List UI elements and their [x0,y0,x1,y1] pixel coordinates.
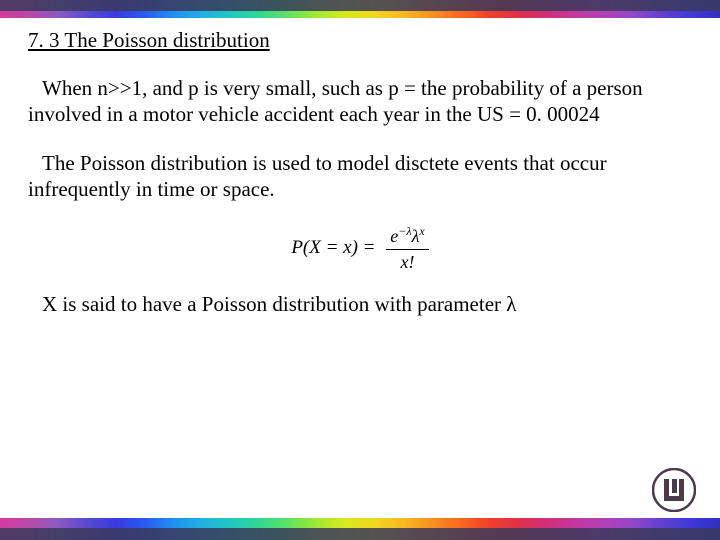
paragraph-1: When n>>1, and p is very small, such as … [28,75,692,128]
slide-content: 7. 3 The Poisson distribution When n>>1,… [0,18,720,317]
header-overlay [0,0,720,11]
footer-overlay [0,528,720,540]
formula-fraction: e−λλx x! [386,224,428,273]
paragraph-3: X is said to have a Poisson distribution… [28,291,692,317]
formula-lhs: P(X = x) = [291,237,375,258]
section-title: 7. 3 The Poisson distribution [28,28,692,53]
paragraph-2: The Poisson distribution is used to mode… [28,150,692,203]
poisson-formula: P(X = x) = e−λλx x! [28,224,692,273]
formula-numerator: e−λλx [386,224,428,250]
formula-denominator: x! [386,250,428,273]
institution-logo-icon [652,468,696,512]
